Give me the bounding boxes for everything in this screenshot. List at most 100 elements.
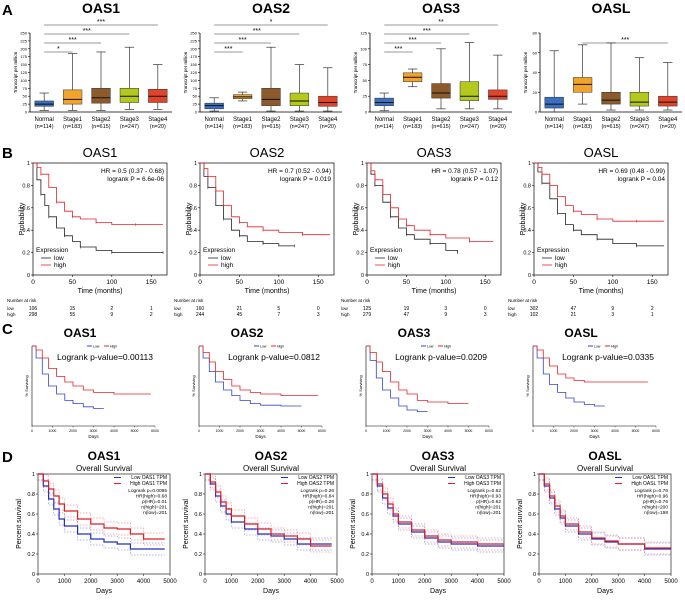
risk-count-high: 3 <box>611 312 614 318</box>
logrank-text: logrank P = 0.12 <box>451 176 499 183</box>
x-axis-label: Days <box>430 588 446 595</box>
plot-frame <box>533 162 669 276</box>
legend-label: Low OAS3 TPM <box>465 475 501 481</box>
survival-line-high <box>33 162 164 225</box>
x-tick-label: 0 <box>31 429 33 433</box>
survival-line-low <box>534 162 665 247</box>
x-tick-label: 1000 <box>559 579 573 585</box>
y-tick-label: 0.8 <box>528 492 536 498</box>
box-stage4 <box>318 95 338 107</box>
ci-lower-1 <box>372 479 504 551</box>
legend-label: low <box>555 255 565 262</box>
y-tick-label: 200 <box>190 46 197 51</box>
risk-count-high: 1 <box>651 312 654 318</box>
category-label: Stage2 <box>601 117 621 123</box>
box-normal <box>544 96 564 109</box>
risk-count-high: 21 <box>571 312 577 318</box>
y-tick-label: 1 <box>528 161 531 167</box>
risk-title: Number at risk <box>508 298 538 303</box>
x-tick-label: 150 <box>146 279 157 286</box>
y-axis-label: Transcript per million <box>183 51 188 93</box>
y-tick-label: 20 <box>533 90 538 95</box>
x-tick-label: 100 <box>607 279 618 286</box>
signif-label: * <box>57 46 60 53</box>
y-tick-label: 1 <box>366 472 369 478</box>
legend-title: Expression <box>370 247 403 254</box>
survival-line-low <box>367 162 458 253</box>
risk-title: Number at risk <box>174 298 204 303</box>
y-tick-label: 75 <box>193 86 198 91</box>
chart-title: OAS2 <box>250 145 285 160</box>
y-tick-label: 0 <box>366 572 369 578</box>
legend-label: Low <box>594 345 601 349</box>
stat-line: Logrank p=0.76 <box>635 488 669 494</box>
risk-count-low: 106 <box>29 306 38 312</box>
y-axis-label: Percent survival <box>183 499 190 549</box>
x-tick-label: 4000 <box>110 429 118 433</box>
y-tick-label: 75 <box>23 86 28 91</box>
x-tick-label: 2000 <box>251 579 265 585</box>
risk-count-low: 5 <box>277 306 280 312</box>
y-tick-label: 80 <box>533 31 538 36</box>
y-tick-label: 250 <box>190 31 197 36</box>
survival-line-high <box>533 345 648 383</box>
box-chart-oas3: OAS3 Transcript per million 0 25 50 75 100 125 N… <box>353 0 512 130</box>
risk-count-high: 102 <box>530 312 539 318</box>
y-tick-label: 175 <box>190 54 197 59</box>
y-tick-label: 0.6 <box>523 206 531 212</box>
stat-line: HR(high)=0.96 <box>637 494 669 500</box>
x-tick-label: 150 <box>313 279 324 286</box>
y-tick-label: 0 <box>528 273 531 279</box>
category-label: Stage4 <box>658 117 678 123</box>
count-label: (n=183) <box>233 124 252 130</box>
chart-title: OASL <box>588 449 621 463</box>
plot-frame <box>366 162 502 276</box>
legend-label: Low <box>427 345 434 349</box>
stat-line: HR(high)=0.93 <box>470 494 502 500</box>
category-label: Stage4 <box>488 117 508 123</box>
risk-title: Number at risk <box>341 298 371 303</box>
legend-label: High OAS3 TPM <box>464 481 501 487</box>
legend-label: low <box>221 255 231 262</box>
category-label: Stage2 <box>91 117 111 123</box>
y-axis-label: % Surviving <box>358 375 363 396</box>
y-tick-label: 200 <box>20 46 27 51</box>
count-label: (n=20) <box>660 124 676 130</box>
y-tick-label: 0.4 <box>528 532 536 538</box>
y-tick-label: 0.4 <box>356 228 364 234</box>
x-tick-label: 6000 <box>652 429 660 433</box>
chart-subtitle: Overall Survival <box>577 464 633 473</box>
chart-title: OASL <box>564 326 597 340</box>
y-tick-label: 1 <box>361 161 364 167</box>
stat-line: n(low)=201 <box>477 510 501 516</box>
legend-label: Low OASL TPM <box>632 475 668 481</box>
risk-count-low: 125 <box>363 306 372 312</box>
category-label: Stage1 <box>63 117 83 123</box>
pvalue-text: Logrank p-value=0.00113 <box>57 352 153 362</box>
count-label: (n=183) <box>63 124 82 130</box>
y-axis-label: Probability <box>353 202 360 235</box>
category-label: Stage2 <box>261 117 281 123</box>
y-axis-label: Transcript per million <box>353 51 358 93</box>
x-axis-label: Days <box>96 588 112 595</box>
box-normal <box>374 97 394 106</box>
y-axis-label: Probability <box>186 202 193 235</box>
plot-frame <box>538 473 672 575</box>
y-tick-label: 0 <box>195 110 198 115</box>
count-label: (n=20) <box>490 124 506 130</box>
y-tick-label: 1 <box>194 161 197 167</box>
y-tick-label: 75 <box>363 62 368 67</box>
y-tick-label: 0.4 <box>361 532 369 538</box>
stat-line: n(low)=201 <box>310 510 334 516</box>
y-tick-label: 50 <box>23 94 28 99</box>
survival-line-1 <box>539 473 671 549</box>
box-stage4 <box>488 89 508 100</box>
chart-title: OAS1 <box>88 449 121 463</box>
stat-line: n(high)=201 <box>308 505 334 511</box>
x-axis-label: Days <box>255 434 266 439</box>
x-tick-label: 6000 <box>151 429 159 433</box>
risk-row-label-low: low <box>341 306 349 311</box>
